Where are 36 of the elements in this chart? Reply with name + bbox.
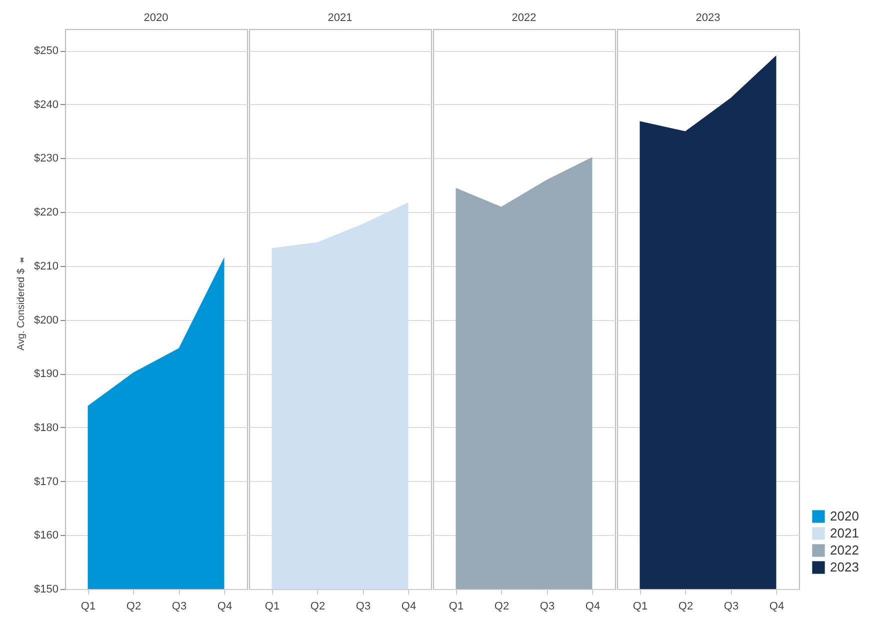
x-tick-label: Q2 bbox=[126, 600, 142, 612]
y-tick-label: $230 bbox=[34, 152, 58, 165]
x-tick-label: Q3 bbox=[540, 600, 555, 612]
x-tick-label: Q2 bbox=[310, 600, 326, 612]
x-tick-label: Q3 bbox=[172, 600, 187, 612]
x-tick-label: Q3 bbox=[356, 600, 371, 612]
legend-label: 2023 bbox=[830, 560, 859, 574]
x-tick-label: Q4 bbox=[769, 600, 784, 612]
y-tick-label: $170 bbox=[34, 476, 58, 488]
x-tick-label: Q2 bbox=[494, 600, 510, 612]
y-axis-title: Avg. Considered $ bbox=[16, 268, 28, 351]
x-tick-label: Q3 bbox=[724, 600, 739, 612]
y-tick-label: $160 bbox=[34, 530, 58, 542]
y-tick-label: $250 bbox=[34, 45, 58, 58]
x-tick-label: Q2 bbox=[678, 600, 694, 612]
chart-title: 2023 bbox=[696, 12, 720, 24]
y-tick-label: $180 bbox=[34, 422, 58, 434]
chart-title: 2022 bbox=[512, 12, 536, 24]
x-tick-label: Q1 bbox=[264, 600, 280, 612]
x-tick-label: Q4 bbox=[401, 600, 416, 612]
legend-label: 2021 bbox=[830, 526, 859, 540]
x-tick-label: Q4 bbox=[585, 600, 600, 612]
x-tick-label: Q4 bbox=[217, 600, 232, 612]
x-tick-label: Q1 bbox=[448, 600, 464, 612]
x-tick-label: Q1 bbox=[632, 600, 648, 612]
x-tick-label: Q1 bbox=[80, 600, 96, 612]
legend-label: 2020 bbox=[830, 508, 859, 524]
y-tick-label: $240 bbox=[34, 98, 58, 111]
y-tick-label: $200 bbox=[34, 314, 58, 326]
y-tick-label: $150 bbox=[34, 584, 58, 596]
legend-label: 2022 bbox=[830, 542, 859, 558]
chart-title: 2020 bbox=[144, 12, 168, 24]
chart-title: 2021 bbox=[328, 12, 352, 24]
y-tick-label: $210 bbox=[34, 260, 58, 272]
y-tick-label: $220 bbox=[34, 206, 58, 219]
y-tick-label: $190 bbox=[34, 368, 58, 380]
